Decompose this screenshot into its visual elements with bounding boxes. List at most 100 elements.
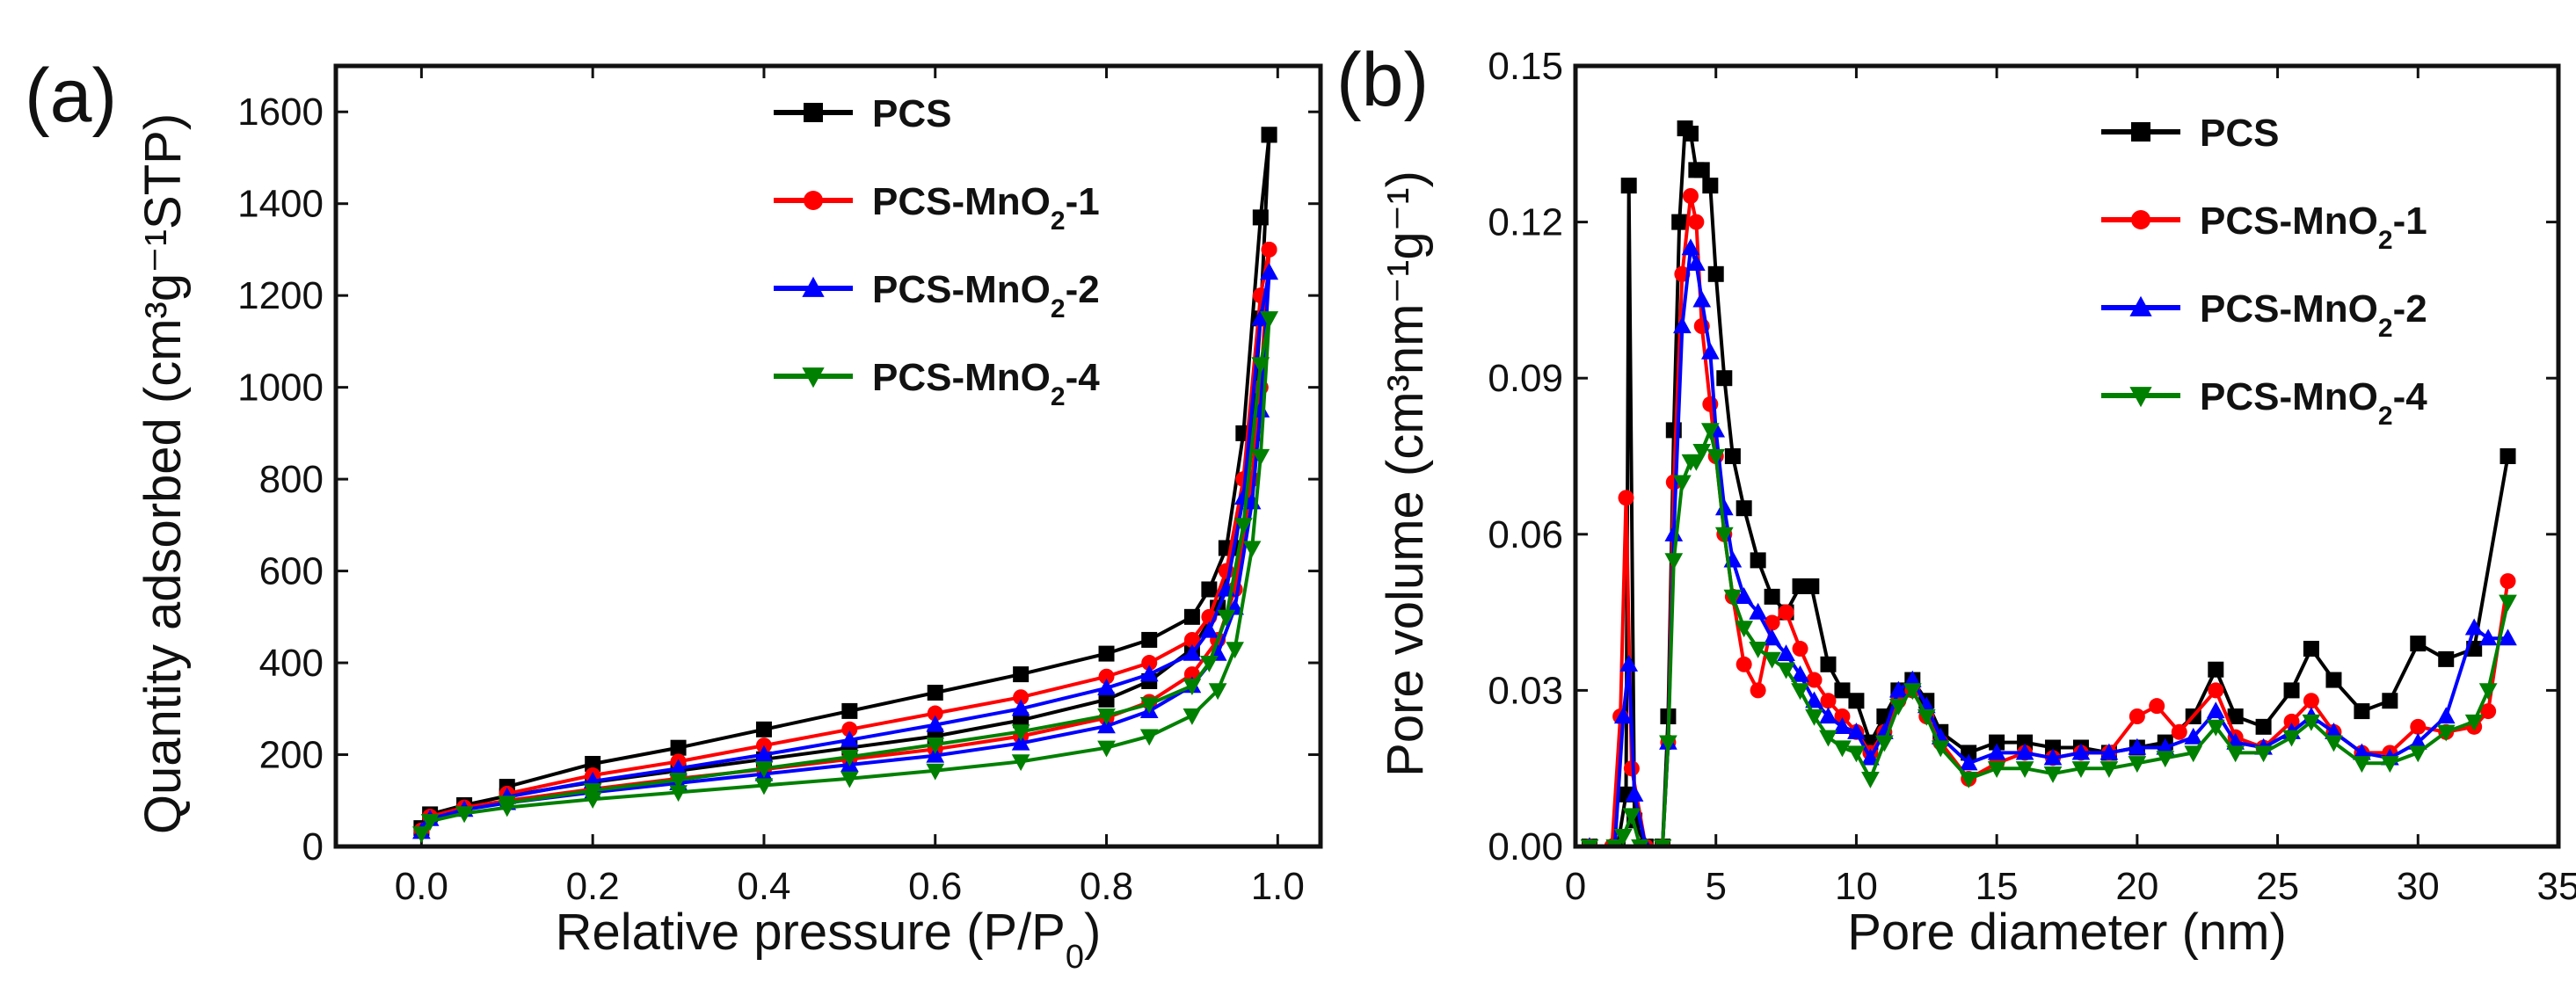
adsorption-point bbox=[1013, 712, 1030, 729]
data-point bbox=[1903, 683, 1922, 701]
data-point bbox=[2128, 737, 2147, 755]
data-point bbox=[2015, 761, 2034, 778]
legend-label-sub: 2 bbox=[2378, 314, 2393, 343]
desorption-point bbox=[1261, 127, 1277, 143]
series-pcs-mno2-2 bbox=[1584, 238, 2517, 846]
x-axis-title: Relative pressure (P/P0) bbox=[556, 904, 1102, 976]
data-point bbox=[1888, 699, 1908, 716]
legend-label-end: -1 bbox=[1066, 180, 1100, 223]
panel-a: (a) 0.0 0.2 0.4 0.6 0.8 1.0 0 200 400 600 800 1000 12… bbox=[25, 54, 1323, 976]
data-point bbox=[1959, 771, 1978, 788]
data-point bbox=[2128, 708, 2145, 724]
data-point bbox=[2499, 628, 2517, 646]
adsorption-point bbox=[669, 785, 688, 803]
legend-label-sub: 2 bbox=[1051, 207, 1066, 236]
data-point bbox=[1714, 498, 1734, 516]
x-tick-label: 0.0 bbox=[395, 865, 448, 908]
data-point bbox=[1777, 662, 1795, 679]
y-axis-title: Quantity adsorbed (cm³g⁻¹STP) bbox=[135, 113, 192, 834]
data-point bbox=[1706, 448, 1726, 466]
adsorption-point bbox=[1208, 683, 1227, 701]
legend-marker bbox=[802, 276, 825, 297]
desorption-point bbox=[1251, 357, 1270, 374]
adsorption-point bbox=[412, 826, 431, 844]
legend-label-sub: 2 bbox=[1051, 382, 1066, 411]
desorption-point bbox=[1260, 311, 1278, 329]
desorption-point bbox=[1261, 241, 1277, 258]
data-point bbox=[2208, 682, 2224, 699]
legend-item: PCS-MnO2-4 bbox=[774, 356, 1100, 411]
legend-item: PCS bbox=[774, 92, 951, 135]
data-point bbox=[1847, 722, 1866, 739]
desorption-point bbox=[1200, 621, 1219, 638]
legend-label-main: PCS-MnO bbox=[2200, 287, 2378, 331]
y-tick-label: 0.15 bbox=[1488, 45, 1563, 88]
panel-b: (b) 0 5 10 15 20 25 30 35 0.00 0.03 0.06 0.09 0.12 0.1… bbox=[1336, 38, 2576, 961]
data-point bbox=[2128, 756, 2147, 774]
legend-label: PCS-MnO2-2 bbox=[2200, 287, 2427, 343]
data-point bbox=[1763, 628, 1781, 646]
y-tick-label: 0.06 bbox=[1488, 513, 1563, 556]
data-point bbox=[1861, 771, 1880, 788]
legend-item: PCS bbox=[2101, 112, 2279, 155]
data-point bbox=[1875, 735, 1894, 752]
data-point bbox=[2464, 618, 2484, 636]
data-point bbox=[1716, 370, 1733, 387]
legend-label-end: -4 bbox=[2393, 375, 2428, 418]
data-point bbox=[2408, 732, 2427, 750]
data-point bbox=[2206, 719, 2225, 737]
data-point bbox=[2043, 748, 2063, 766]
x-tick-label: 10 bbox=[1835, 865, 1878, 908]
legend-label-sub: 2 bbox=[2378, 226, 2393, 255]
x-tick-label: 0.2 bbox=[566, 865, 620, 908]
data-point bbox=[1673, 316, 1692, 334]
adsorption-point bbox=[754, 778, 774, 795]
desorption-point bbox=[754, 745, 774, 762]
desorption-point bbox=[1139, 696, 1159, 714]
legend-marker bbox=[2129, 295, 2152, 316]
adsorption-point bbox=[420, 814, 440, 832]
adsorption-line bbox=[419, 318, 1271, 835]
adsorption-point bbox=[455, 806, 474, 824]
data-point bbox=[1961, 745, 1977, 761]
data-point bbox=[2354, 703, 2370, 720]
data-point bbox=[1681, 238, 1700, 256]
x-axis-title-main: Pore diameter (nm) bbox=[1847, 904, 2287, 961]
desorption-point bbox=[1097, 708, 1116, 725]
data-point bbox=[2408, 745, 2427, 763]
y-tick-label: 1400 bbox=[237, 183, 324, 226]
data-point bbox=[1736, 500, 1752, 517]
data-point bbox=[2208, 661, 2224, 678]
data-point bbox=[1989, 734, 2005, 751]
data-point bbox=[1987, 761, 2006, 778]
desorption-point bbox=[840, 750, 859, 766]
adsorption-point bbox=[1139, 729, 1159, 746]
data-point bbox=[2283, 682, 2300, 699]
legend-label: PCS-MnO2-1 bbox=[872, 180, 1100, 236]
data-point bbox=[1763, 651, 1781, 669]
y-tick-label: 1000 bbox=[237, 367, 324, 410]
plot-frame bbox=[1573, 63, 2561, 849]
data-point bbox=[1702, 178, 1719, 194]
data-point bbox=[2099, 743, 2119, 760]
desorption-point bbox=[670, 739, 687, 756]
data-point bbox=[1750, 682, 1766, 699]
data-point bbox=[1671, 214, 1688, 230]
legend-marker bbox=[2129, 387, 2152, 408]
legend-item: PCS-MnO2-2 bbox=[774, 268, 1100, 323]
series-pcs-mno2-4 bbox=[412, 311, 1278, 844]
adsorption-point bbox=[1011, 733, 1030, 751]
y-tick-label: 200 bbox=[259, 734, 324, 777]
legend-label-main: PCS-MnO bbox=[2200, 375, 2378, 418]
data-point bbox=[1819, 730, 1837, 747]
data-point bbox=[1749, 641, 1767, 658]
desorption-point bbox=[1183, 631, 1200, 648]
y-tick-label: 0.00 bbox=[1488, 825, 1563, 868]
desorption-point bbox=[840, 730, 859, 747]
data-point bbox=[2464, 714, 2484, 731]
data-point bbox=[2206, 701, 2225, 719]
legend-item: PCS-MnO2-2 bbox=[2101, 287, 2427, 343]
desorption-point bbox=[669, 773, 688, 790]
